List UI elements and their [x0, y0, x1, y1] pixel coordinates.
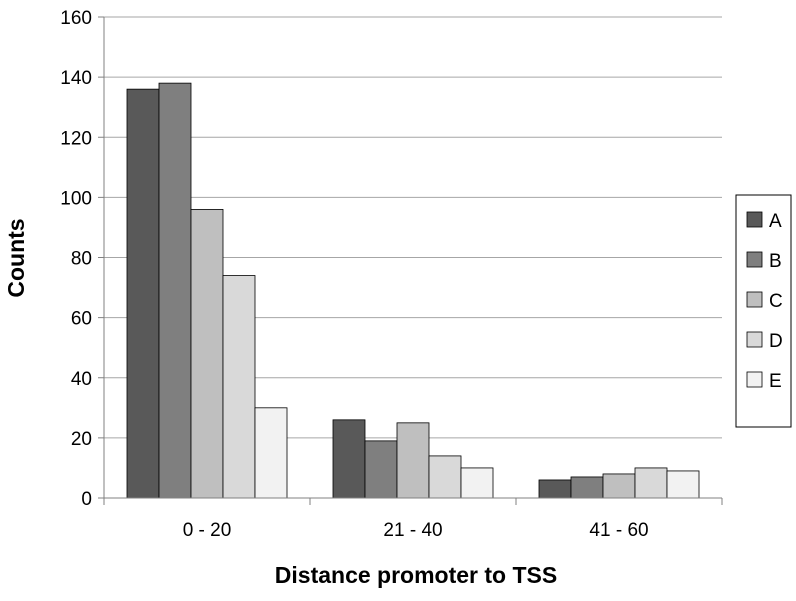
y-tick-label: 0: [81, 489, 92, 510]
bar-c-1: [190, 208, 224, 499]
x-axis-title: Distance promoter to TSS: [275, 562, 557, 588]
bar-c-2: [396, 422, 430, 499]
bar-d-2: [428, 455, 462, 499]
y-tick-label: 80: [71, 249, 92, 270]
bar-d-3: [634, 467, 668, 499]
legend-swatch-c: [746, 291, 763, 308]
bar-a-3: [538, 479, 572, 499]
legend-label-a: A: [769, 211, 782, 232]
y-tick-label: 160: [60, 8, 92, 29]
y-tick-label: 60: [71, 309, 92, 330]
bar-a-1: [126, 88, 160, 499]
y-tick-label: 140: [60, 68, 92, 89]
bar-a-2: [332, 419, 366, 499]
axes: [98, 16, 723, 505]
legend-label-b: B: [769, 251, 782, 272]
bar-e-1: [254, 407, 288, 499]
legend-swatch-d: [746, 331, 763, 348]
bar-b-2: [364, 440, 398, 499]
legend-swatch-e: [746, 371, 763, 388]
x-tick-label: 0 - 20: [183, 520, 232, 541]
bar-b-3: [570, 476, 604, 499]
bar-c-3: [602, 473, 636, 499]
legend-box: [735, 194, 792, 428]
y-tick-label: 100: [60, 188, 92, 209]
legend-label-c: C: [769, 291, 783, 312]
y-axis-title: Counts: [3, 218, 29, 297]
bar-e-2: [460, 467, 494, 499]
bars: [126, 82, 700, 499]
tick-labels: 0 20 40 60 80 100 120 140 160 0 - 20 21 - 40 41 - 6…: [60, 8, 648, 541]
y-tick-label: 40: [71, 369, 92, 390]
legend-swatch-b: [746, 251, 763, 268]
y-tick-label: 20: [71, 429, 92, 450]
legend-label-d: D: [769, 331, 783, 352]
x-tick-label: 41 - 60: [589, 520, 648, 541]
y-tick-label: 120: [60, 128, 92, 149]
bar-d-1: [222, 275, 256, 499]
bar-e-3: [666, 470, 700, 499]
legend-swatch-a: [746, 211, 763, 228]
bar-b-1: [158, 82, 192, 499]
x-tick-label: 21 - 40: [383, 520, 442, 541]
legend-label-e: E: [769, 371, 782, 392]
